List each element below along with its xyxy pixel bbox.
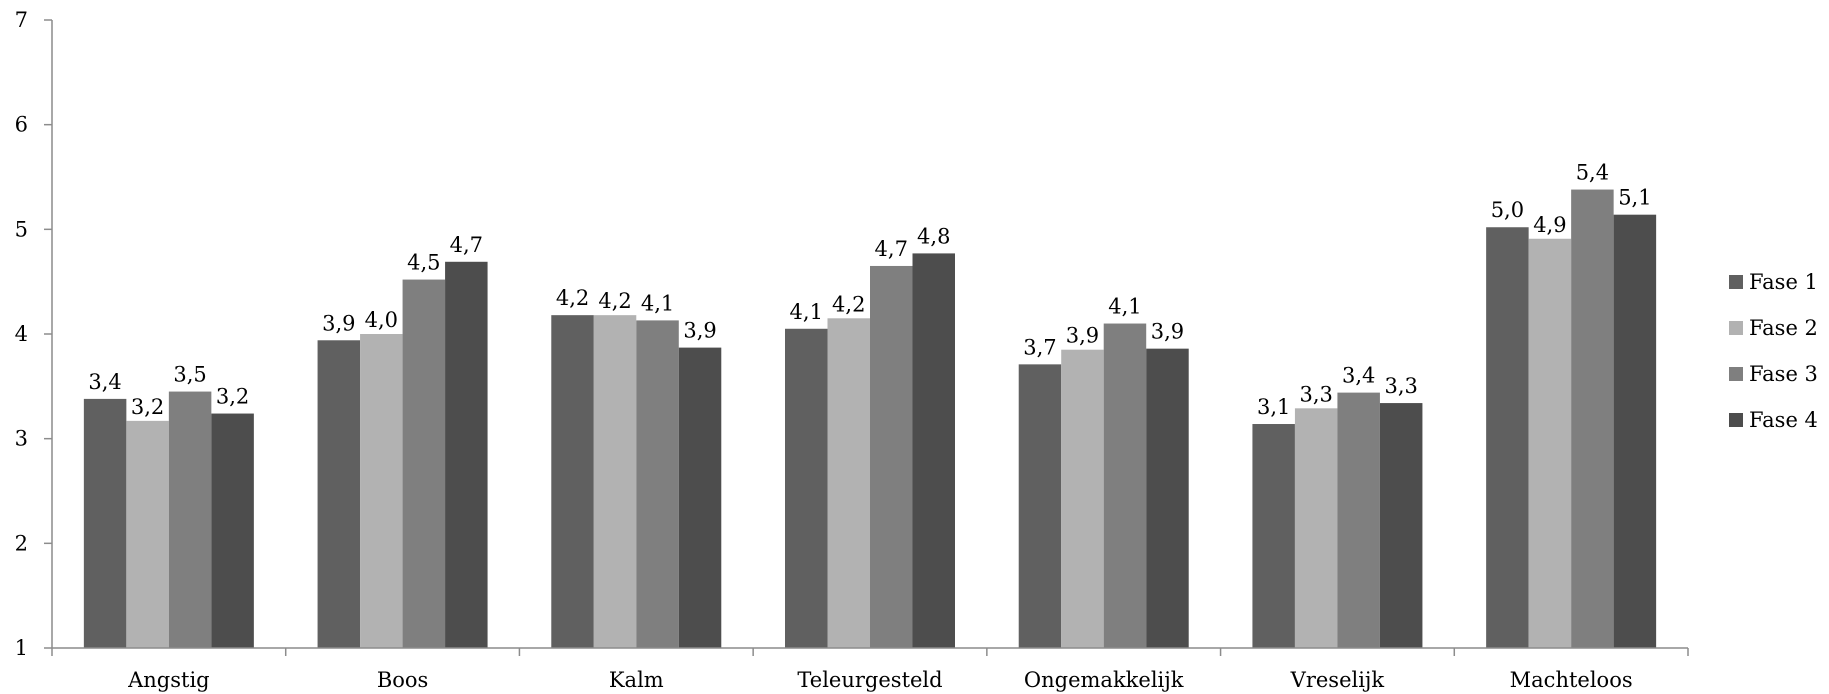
bar [83,398,127,648]
bar [402,279,446,648]
x-axis-ticks [51,648,1689,656]
bar [168,391,212,648]
category-label: Angstig [127,668,210,692]
bar [360,334,403,648]
bar [1528,238,1572,648]
bar [126,420,169,648]
category-labels: Angstig Boos Kalm Teleurgesteld Ongemakkelij… [127,668,1633,692]
y-tick-label: 1 [15,636,28,660]
data-label: 3,4 [1342,364,1375,388]
legend-label: Fase 2 [1749,316,1818,340]
data-label: 3,1 [1257,395,1290,419]
y-tick-label: 3 [15,427,28,451]
bar [1571,189,1614,648]
bar [593,315,637,648]
data-label: 3,3 [1384,374,1417,398]
bar [827,318,870,648]
bar [1294,408,1338,648]
data-label: 3,9 [1066,324,1099,348]
y-tick-label: 6 [15,113,28,137]
bar [1337,392,1380,648]
legend-label: Fase 3 [1749,362,1818,386]
bar [1613,214,1657,648]
data-label: 5,1 [1618,186,1651,210]
category-label: Boos [377,668,429,692]
y-tick-label: 2 [15,531,28,555]
y-axis-ticks: 1 2 3 4 5 6 7 [15,8,52,660]
data-label: 3,9 [322,311,355,335]
data-label: 4,1 [641,291,674,315]
data-label: 5,0 [1491,198,1524,222]
bar [1018,364,1062,648]
bar [1486,227,1529,649]
bar [1146,348,1189,648]
data-label: 5,4 [1576,161,1609,185]
legend-swatch [1729,367,1743,381]
data-label: 3,7 [1023,335,1056,359]
legend-swatch [1729,321,1743,335]
category-label: Machteloos [1510,668,1633,692]
data-label: 3,4 [88,370,121,394]
data-label: 3,9 [683,319,716,343]
legend-swatch [1729,413,1743,427]
legend: Fase 1 Fase 2 Fase 3 Fase 4 [1729,270,1818,432]
bar [870,265,913,648]
bar [1252,424,1295,648]
category-label: Vreselijk [1290,668,1385,692]
y-tick-label: 5 [15,217,28,241]
bar [1061,349,1104,648]
legend-label: Fase 4 [1749,408,1818,432]
legend-label: Fase 1 [1749,270,1818,294]
legend-swatch [1729,275,1743,289]
bar [636,320,679,648]
data-label: 4,7 [450,233,483,257]
bar [551,315,594,648]
data-label: 4,1 [1108,295,1141,319]
data-label: 3,2 [216,385,249,409]
bar [678,347,722,648]
bars [83,189,1657,649]
bar [211,413,254,648]
data-label: 3,9 [1151,320,1184,344]
data-label: 4,2 [556,286,589,310]
data-label: 4,2 [598,289,631,313]
data-label: 4,2 [832,292,865,316]
bar [445,261,488,648]
bar [1103,323,1147,648]
data-label: 3,3 [1299,382,1332,406]
bar [912,253,955,648]
data-label: 4,8 [917,224,950,248]
y-tick-label: 7 [15,8,28,32]
category-label: Teleurgesteld [797,668,942,692]
data-label: 4,1 [790,300,823,324]
category-label: Ongemakkelijk [1024,668,1184,692]
category-label: Kalm [609,668,664,692]
data-label: 3,5 [173,363,206,387]
bar [1379,403,1423,648]
data-label: 4,9 [1533,213,1566,237]
bar [317,340,361,648]
data-labels: 3,4 3,2 3,5 3,2 3,9 4,0 4,5 4,7 4,2 4,2 4,1 3,9 4,1 4… [88,161,1651,419]
bar [785,328,828,648]
data-label: 3,2 [131,395,164,419]
data-label: 4,5 [407,251,440,275]
data-label: 4,7 [875,237,908,261]
data-label: 4,0 [365,308,398,332]
y-tick-label: 4 [15,322,28,346]
